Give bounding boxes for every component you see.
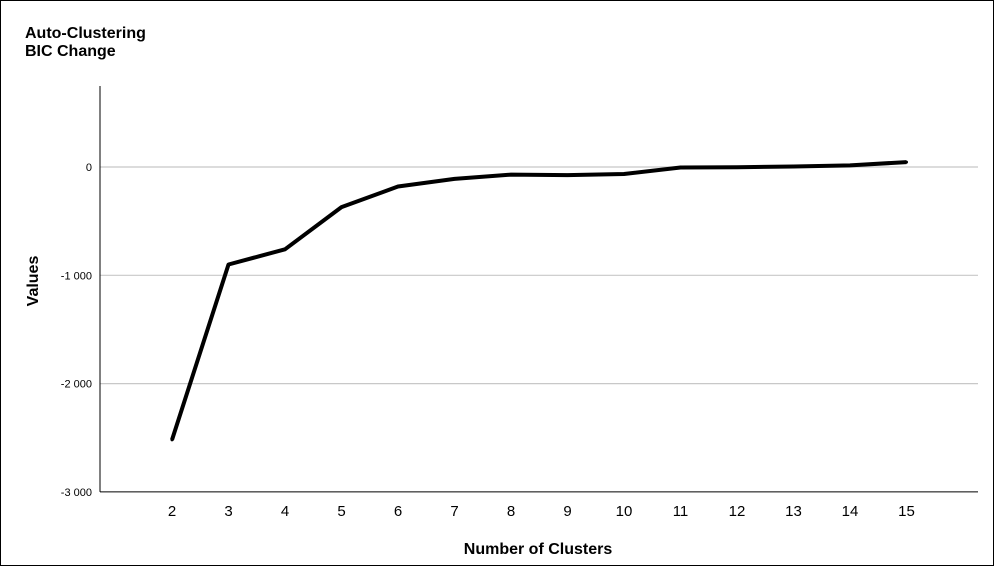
y-tick-label: -2 000 <box>61 379 92 391</box>
data-point <box>679 166 682 170</box>
x-tick-label: 13 <box>785 503 802 520</box>
data-point <box>848 163 852 167</box>
data-point <box>227 262 230 266</box>
data-point <box>905 160 908 164</box>
data-point <box>170 438 174 442</box>
data-point <box>735 165 739 169</box>
x-tick-label: 9 <box>563 503 571 520</box>
data-point <box>622 172 626 176</box>
series-line <box>170 160 907 441</box>
gridlines <box>100 166 978 385</box>
x-tick-label: 15 <box>898 503 915 520</box>
x-tick-label: 10 <box>616 503 633 520</box>
data-point <box>283 247 287 251</box>
y-tick-label: -3 000 <box>61 487 92 499</box>
x-tick-label: 5 <box>337 503 345 520</box>
x-axis-label: Number of Clusters <box>464 541 613 558</box>
x-tick-label: 6 <box>394 503 402 520</box>
chart-title-line-2: BIC Change <box>25 43 116 60</box>
y-tick-label: 0 <box>86 162 92 174</box>
x-tick-label: 7 <box>450 503 458 520</box>
y-tick-label: -1 000 <box>61 270 92 282</box>
y-tick-labels: 0 -1 000 -2 000 -3 000 <box>61 162 92 499</box>
y-axis-label: Values <box>25 256 42 307</box>
data-point <box>340 205 343 209</box>
chart-title: Auto-Clustering BIC Change <box>25 25 146 61</box>
x-tick-label: 14 <box>842 503 859 520</box>
x-tick-label: 12 <box>729 503 746 520</box>
x-tick-labels: 2 3 4 5 6 7 8 9 10 11 12 13 14 15 <box>168 503 915 520</box>
series <box>170 160 908 442</box>
x-tick-label: 3 <box>224 503 232 520</box>
x-tick-label: 4 <box>281 503 289 520</box>
axes <box>99 86 978 493</box>
data-point <box>566 173 569 177</box>
chart-title-line-1: Auto-Clustering <box>25 25 146 42</box>
data-point <box>453 177 456 181</box>
x-tick-label: 2 <box>168 503 176 520</box>
x-tick-label: 8 <box>507 503 515 520</box>
x-tick-label: 11 <box>673 503 689 520</box>
data-point <box>792 164 795 168</box>
data-point <box>396 184 400 188</box>
data-point <box>509 173 513 177</box>
